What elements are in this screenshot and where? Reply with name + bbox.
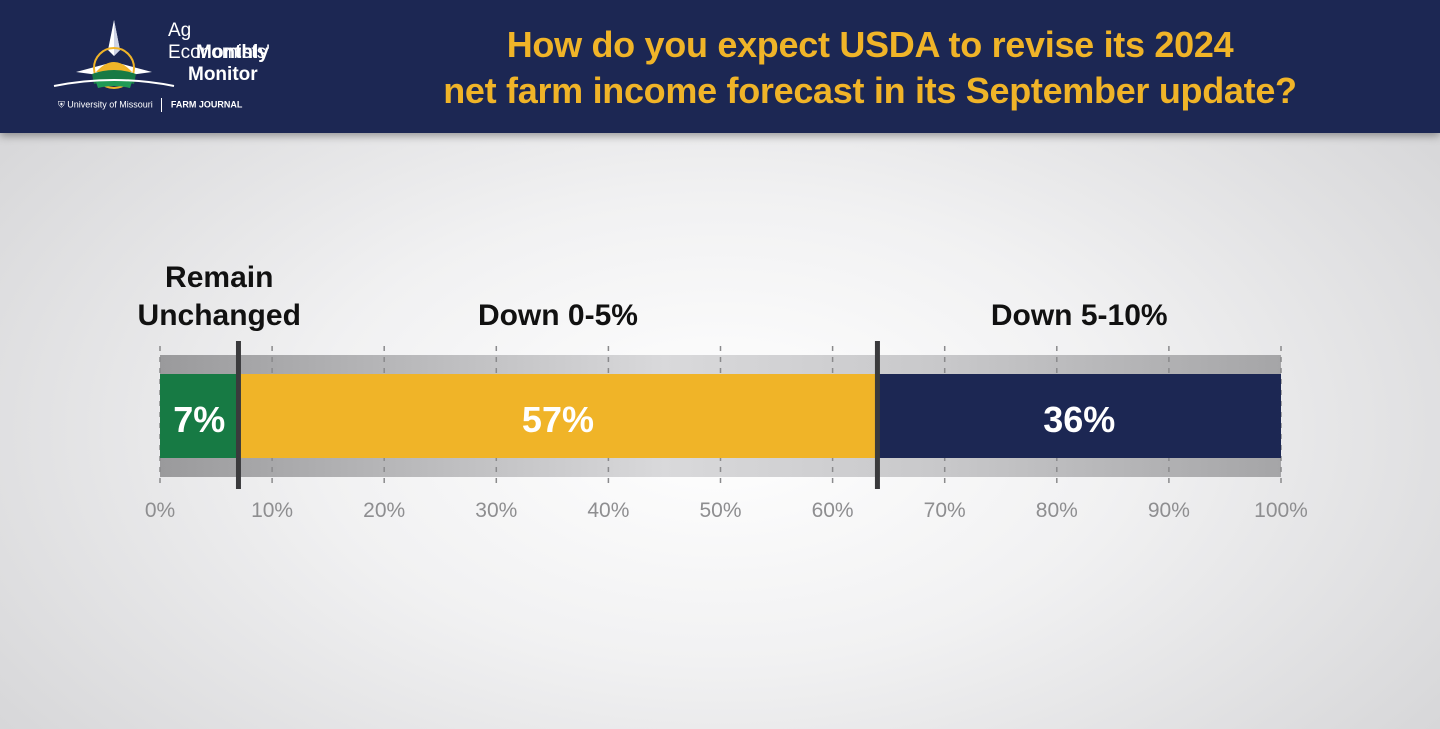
- data-label: 36%: [1043, 399, 1115, 440]
- x-tick-label: 20%: [363, 499, 405, 522]
- bar-segment: [238, 374, 878, 458]
- category-label: Down 5-10%: [991, 299, 1168, 332]
- data-label: 7%: [173, 399, 225, 440]
- partner-university: University of Missouri: [67, 99, 153, 110]
- x-tick-label: 50%: [699, 499, 741, 522]
- chart-title-line2: net farm income forecast in its Septembe…: [443, 70, 1297, 111]
- x-tick-label: 70%: [924, 499, 966, 522]
- partner-farm-journal: FARM JOURNAL: [170, 99, 243, 110]
- category-label: Remain: [165, 261, 273, 294]
- header-banner: Ag Economists' Monthly Monitor ⛨ Univers…: [0, 0, 1440, 133]
- x-tick-label: 60%: [812, 499, 854, 522]
- x-tick-label: 30%: [475, 499, 517, 522]
- bar-segment: [877, 374, 1281, 458]
- category-label: Down 0-5%: [478, 299, 638, 332]
- mizzou-shield-icon: ⛨: [58, 99, 65, 110]
- data-label: 57%: [522, 399, 594, 440]
- logo-line1: Ag Economists': [168, 20, 270, 63]
- logo-line2: Monthly: [196, 42, 269, 63]
- logo-line3: Monitor: [188, 64, 258, 85]
- x-tick-label: 10%: [251, 499, 293, 522]
- x-tick-label: 90%: [1148, 499, 1190, 522]
- x-tick-label: 80%: [1036, 499, 1078, 522]
- compass-farm-icon: [53, 20, 175, 89]
- ag-economists-monthly-monitor-logo: Ag Economists' Monthly Monitor ⛨ Univers…: [46, 12, 296, 122]
- logo-partners: ⛨ University of Missouri FARM JOURNAL: [58, 98, 242, 112]
- x-tick-label: 0%: [145, 499, 175, 522]
- category-label: Unchanged: [138, 299, 301, 332]
- chart-title-line1: How do you expect USDA to revise its 202…: [506, 24, 1234, 65]
- x-tick-label: 100%: [1254, 499, 1308, 522]
- bar-segment: [160, 374, 239, 458]
- x-tick-label: 40%: [587, 499, 629, 522]
- chart-title: How do you expect USDA to revise its 202…: [330, 22, 1410, 114]
